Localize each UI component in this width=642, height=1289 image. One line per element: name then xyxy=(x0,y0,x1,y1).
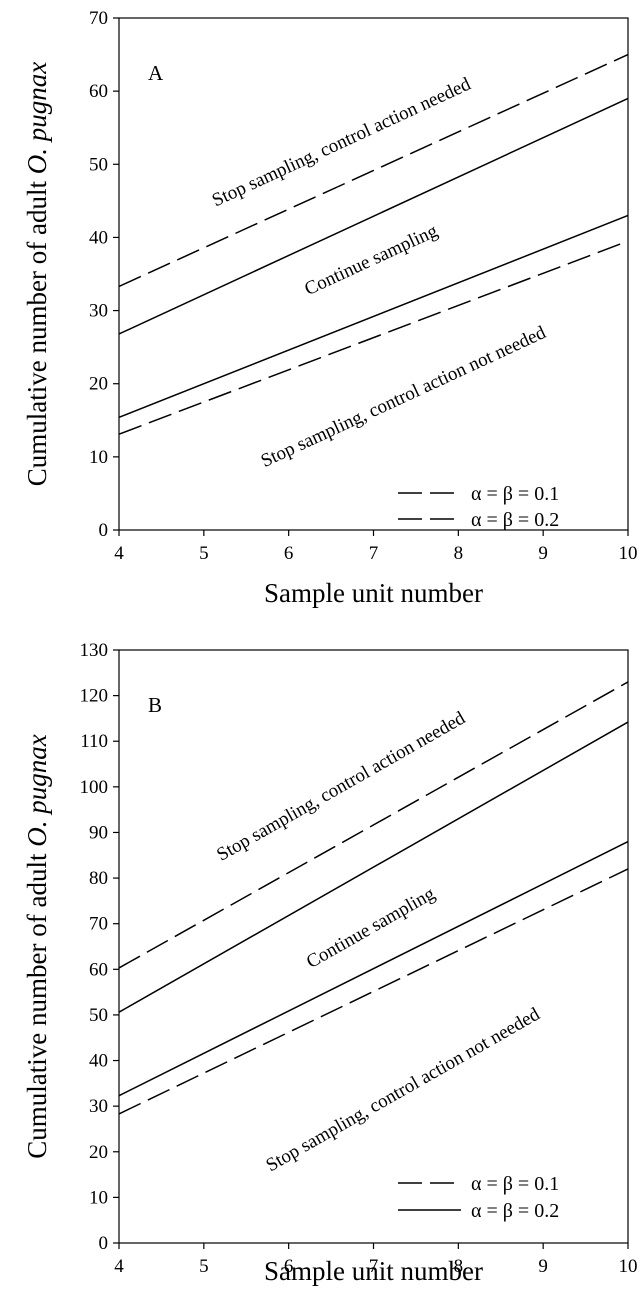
y-tick-label: 0 xyxy=(99,1233,109,1254)
x-axis-title: Sample unit number xyxy=(264,1256,483,1286)
chart-panel-a: 4 5 6 7 8 9 10 0 10 20 30 40 50 60 70 Sample unit numbe… xyxy=(22,8,638,608)
y-tick-label: 30 xyxy=(89,1096,108,1117)
region-annotation: Stop sampling, control action needed xyxy=(213,707,469,865)
y-tick-label: 30 xyxy=(89,301,108,322)
x-tick-label: 5 xyxy=(199,543,209,564)
legend-label: α = β = 0.2 xyxy=(471,1200,559,1222)
series-line-upper-0-1 xyxy=(118,53,629,288)
y-axis-title-species: O. pugnax xyxy=(22,734,52,846)
region-annotation: Continue sampling xyxy=(301,220,441,300)
panel-label: B xyxy=(148,693,162,717)
y-tick-label: 80 xyxy=(89,868,108,889)
x-tick-label: 4 xyxy=(114,1256,124,1277)
series-line-lower-0-1 xyxy=(118,868,629,1115)
plot-frame xyxy=(118,649,629,1244)
y-tick-label: 120 xyxy=(80,686,109,707)
y-tick-label: 0 xyxy=(99,520,109,541)
y-tick-label: 50 xyxy=(89,154,108,175)
x-tick-label: 7 xyxy=(369,1256,379,1277)
y-axis-title-text: Cumulative number of adult xyxy=(22,847,52,1159)
x-tick-label: 9 xyxy=(538,1256,548,1277)
x-tick-label: 7 xyxy=(369,543,379,564)
x-tick-label: 10 xyxy=(619,543,638,564)
series-line-lower-0-2 xyxy=(118,214,629,419)
series-line-upper-0-2 xyxy=(118,721,629,1013)
x-tick-label: 4 xyxy=(114,543,124,564)
x-tick-label: 5 xyxy=(199,1256,209,1277)
y-axis-title: Cumulative number of adult O. pugnax xyxy=(22,734,52,1158)
y-tick-label: 70 xyxy=(89,8,108,29)
y-tick-label: 10 xyxy=(89,1187,108,1208)
legend-label: α = β = 0.2 xyxy=(471,509,559,531)
y-tick-label: 50 xyxy=(89,1005,108,1026)
chart-panel-b: 4 5 6 7 8 9 100102030405060708090100110120130S… xyxy=(22,640,638,1286)
plot-frame xyxy=(118,17,629,531)
y-tick-label: 40 xyxy=(89,227,108,248)
x-tick-label: 10 xyxy=(619,1256,638,1277)
y-tick-label: 20 xyxy=(89,1142,108,1163)
y-tick-label: 110 xyxy=(80,731,108,752)
y-tick-label: 20 xyxy=(89,374,108,395)
x-tick-label: 6 xyxy=(284,1256,294,1277)
x-tick-label: 9 xyxy=(538,543,548,564)
y-axis-title: Cumulative number of adult O. pugnax xyxy=(22,62,52,486)
series-line-lower-0-1 xyxy=(118,240,629,435)
x-tick-label: 8 xyxy=(454,543,464,564)
legend-label: α = β = 0.1 xyxy=(471,1173,559,1195)
y-axis-title-species: O. pugnax xyxy=(22,62,52,174)
region-annotation: Stop sampling, control action needed xyxy=(209,73,474,211)
y-tick-label: 60 xyxy=(89,81,108,102)
y-tick-label: 10 xyxy=(89,447,108,468)
series-line-upper-0-2 xyxy=(118,97,629,335)
series-line-lower-0-2 xyxy=(118,840,629,1097)
y-tick-label: 100 xyxy=(80,777,109,798)
y-tick-label: 70 xyxy=(89,914,108,935)
y-tick-label: 130 xyxy=(80,640,109,661)
y-axis-title-text: Cumulative number of adult xyxy=(22,174,52,486)
x-tick-label: 6 xyxy=(284,543,294,564)
series-line-upper-0-1 xyxy=(118,681,629,969)
panel-label: A xyxy=(148,61,164,85)
region-annotation: Stop sampling, control action not needed xyxy=(263,1004,544,1177)
legend-label: α = β = 0.1 xyxy=(471,483,559,505)
x-axis-title: Sample unit number xyxy=(264,578,483,608)
y-tick-label: 40 xyxy=(89,1051,108,1072)
y-tick-label: 60 xyxy=(89,959,108,980)
x-tick-label: 8 xyxy=(454,1256,464,1277)
y-tick-label: 90 xyxy=(89,822,108,843)
